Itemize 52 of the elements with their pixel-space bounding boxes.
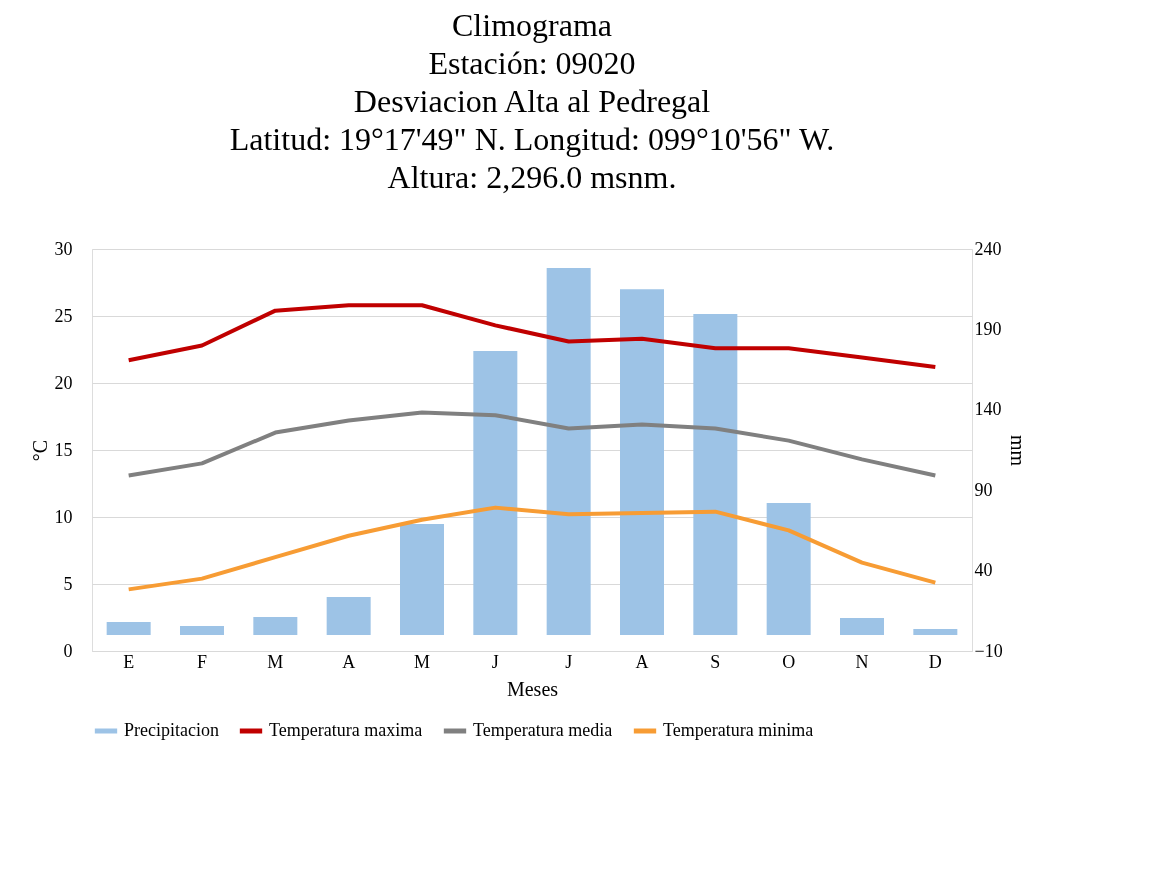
chart-title: Climograma bbox=[452, 7, 612, 43]
y-tick-label: 5 bbox=[63, 573, 73, 594]
bar bbox=[766, 503, 811, 635]
y-tick-label: 15 bbox=[54, 439, 73, 460]
x-tick-label: E bbox=[123, 651, 135, 672]
bar bbox=[253, 617, 298, 635]
text: Latitud: 19°17'49" N. Longitud: 099°10'56" W. bbox=[229, 121, 835, 157]
y2-tick-label: 190 bbox=[974, 318, 1002, 339]
x-axis-title: Meses bbox=[506, 677, 559, 700]
x-tick-label: M bbox=[413, 651, 431, 672]
bar bbox=[180, 626, 224, 635]
bar bbox=[106, 622, 151, 635]
x-tick-label: N bbox=[855, 651, 869, 672]
y-tick-label: 30 bbox=[54, 238, 73, 259]
y-tick-label: 20 bbox=[54, 372, 73, 393]
legend-label: Temperatura media bbox=[473, 720, 613, 740]
y2-tick-label: 240 bbox=[974, 238, 1002, 259]
x-tick-label: J bbox=[565, 651, 573, 672]
x-tick-label: M bbox=[267, 651, 284, 672]
y-tick-label: 0 bbox=[63, 640, 73, 661]
legend-label: Temperatura minima bbox=[663, 720, 814, 740]
bar bbox=[400, 523, 444, 635]
x-tick-label: A bbox=[635, 651, 649, 672]
x-tick-label: J bbox=[491, 651, 499, 672]
legend-label: Temperatura maxima bbox=[269, 720, 423, 740]
text: Desviacion Alta al Pedregal bbox=[353, 83, 711, 119]
y2-tick-label: −10 bbox=[974, 640, 1003, 661]
x-tick-label: S bbox=[710, 651, 721, 672]
bar bbox=[913, 628, 958, 635]
x-tick-label: O bbox=[782, 651, 796, 672]
bar bbox=[693, 313, 738, 635]
x-tick-label: A bbox=[342, 651, 356, 672]
bar bbox=[473, 350, 518, 635]
line-series bbox=[126, 303, 938, 369]
text: Estación: 09020 bbox=[428, 45, 636, 81]
y-axis-title: °C bbox=[28, 439, 51, 462]
bar bbox=[546, 267, 591, 635]
bar bbox=[326, 596, 371, 635]
x-tick-label: F bbox=[196, 651, 208, 672]
y-tick-label: 10 bbox=[54, 506, 73, 527]
y2-tick-label: 40 bbox=[974, 560, 993, 581]
line-series bbox=[126, 410, 938, 478]
x-tick-label: D bbox=[928, 651, 942, 672]
legend-label: Precipitacion bbox=[124, 720, 219, 740]
y2-axis-title: mm bbox=[1006, 434, 1029, 467]
y2-tick-label: 140 bbox=[974, 399, 1002, 420]
text: Altura: 2,296.0 msnm. bbox=[387, 159, 677, 195]
bar bbox=[840, 618, 884, 635]
y-tick-label: 25 bbox=[54, 305, 73, 326]
line-series bbox=[126, 505, 938, 592]
bar bbox=[620, 289, 664, 635]
y2-tick-label: 90 bbox=[974, 479, 993, 500]
